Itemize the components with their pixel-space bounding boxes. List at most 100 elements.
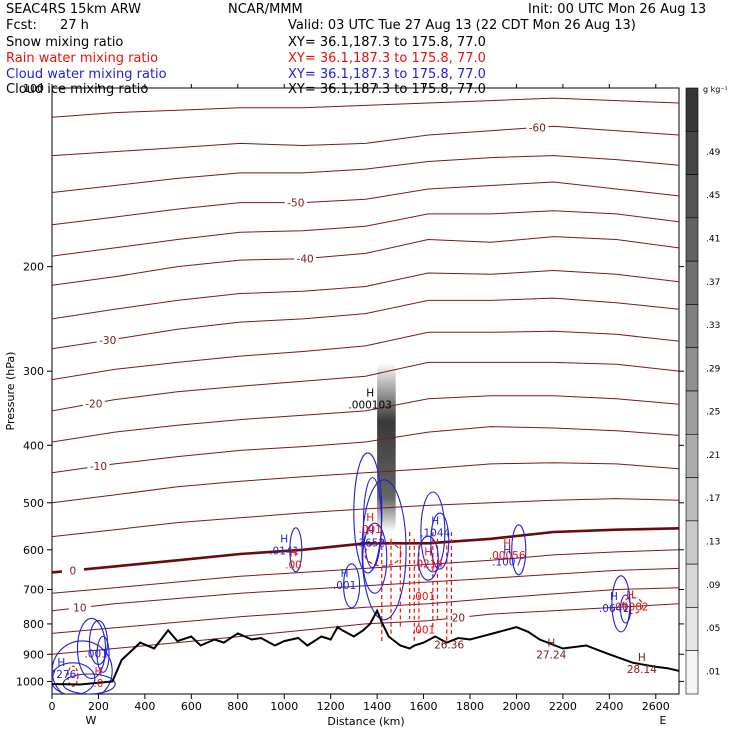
isotherm-label-bg — [447, 611, 470, 624]
colorbar-swatch — [685, 520, 699, 565]
extremum-value: 27.24 — [536, 650, 566, 662]
forecast-label: Fcst: — [6, 18, 37, 33]
extremum-value: .0 — [93, 678, 103, 690]
isotherm-line — [52, 330, 679, 381]
center-name: NCAR/MMM — [228, 2, 303, 17]
y-tick-label: 500 — [23, 497, 44, 510]
colorbar-label: .45 — [706, 191, 720, 201]
x-tick-label: 2400 — [595, 700, 623, 713]
extremum-marker: H — [366, 512, 374, 524]
x-tick-label: 0 — [49, 700, 56, 713]
colorbar-swatch — [685, 304, 699, 349]
isotherm-line — [52, 527, 679, 574]
cloud-water-contour — [420, 491, 446, 573]
cloud-water-contour — [52, 662, 96, 694]
y-tick-label: 200 — [23, 261, 44, 274]
isotherm-label: 20 — [452, 612, 465, 624]
cloud-water-contour — [430, 512, 450, 570]
x-tick-label: 200 — [88, 700, 109, 713]
isotherm-line — [52, 426, 679, 474]
colorbar-swatch — [685, 563, 699, 608]
y-tick-label: 1000 — [16, 675, 44, 688]
colorbar-swatch — [685, 650, 699, 695]
isotherm-label: -10 — [90, 461, 107, 473]
colorbar-swatch — [685, 87, 699, 132]
x-tick-label: 1000 — [270, 700, 298, 713]
isotherm-line — [52, 97, 679, 118]
colorbar-label: .25 — [706, 408, 720, 418]
extremum-marker: H — [366, 388, 374, 400]
y-tick-label: 600 — [23, 544, 44, 557]
isotherm-line — [52, 462, 679, 504]
isotherm-line — [52, 181, 679, 226]
rain-contour — [364, 541, 402, 567]
colorbar-label: .33 — [706, 321, 720, 331]
isotherm-line — [52, 297, 679, 350]
plot-area: -60-50-40-30-20-1001020H.000103H.0141H.0… — [52, 97, 679, 694]
colorbar-label: .13 — [706, 538, 720, 548]
extremum-value: .0214 — [413, 558, 443, 570]
snow-shading — [377, 362, 396, 532]
colorbar: .49 .45 .41 .37 .33 .29 .25 .21 .17 .13 .09 .05 .01 — [685, 87, 721, 695]
extremum-marker: H — [638, 652, 646, 664]
cloud-water-contour — [620, 594, 632, 624]
x-end-west: W — [86, 714, 97, 727]
terrain-profile — [52, 608, 679, 686]
init-time: Init: 00 UTC Mon 26 Aug 13 — [528, 2, 706, 17]
cloud-water-contour — [511, 524, 527, 576]
isotherm-line — [52, 125, 679, 157]
isotherm-line — [52, 361, 679, 412]
extremum-marker: H — [57, 657, 65, 669]
isotherm-label: 10 — [73, 603, 86, 615]
extremum-value: .0141 — [269, 545, 299, 557]
isotherm-label: -30 — [99, 335, 116, 347]
x-tick-label: 1200 — [317, 700, 345, 713]
colorbar-swatch — [685, 217, 699, 262]
x-tick-label: 1600 — [410, 700, 438, 713]
colorbar-label: .01 — [706, 667, 720, 677]
isotherm-label: -20 — [85, 398, 102, 410]
isotherm-line — [52, 155, 679, 193]
extremum-value: .00082 — [612, 601, 649, 613]
y-tick-label: 300 — [23, 365, 44, 378]
field-name-cloud-water: Cloud water mixing ratio — [6, 67, 167, 82]
cloud-water-contour — [362, 522, 388, 594]
forecast-hour: 27 h — [60, 18, 89, 33]
colorbar-label: .41 — [706, 235, 720, 245]
isotherm-label: -60 — [529, 122, 546, 134]
extremum-value: .001 — [412, 591, 435, 603]
colorbar-swatch — [685, 390, 699, 435]
x-tick-label: 2600 — [642, 700, 670, 713]
extremum-marker: H — [626, 589, 634, 601]
y-tick-label-top: 100 — [23, 82, 44, 95]
cloud-water-contour — [361, 479, 407, 621]
cloud-water-contour — [76, 617, 107, 680]
extremum-value: .1044 — [420, 527, 450, 539]
colorbar-swatch — [685, 260, 699, 305]
x-end-east: E — [660, 714, 667, 727]
field-name-cloud-ice: Cloud ice mixing ratio — [6, 82, 148, 97]
isotherm-line — [52, 210, 679, 257]
extremum-value: .1007 — [492, 556, 522, 568]
y-tick-label: 800 — [23, 618, 44, 631]
extremum-marker: H — [424, 546, 432, 558]
y-tick-label: 700 — [23, 584, 44, 597]
colorbar-swatch — [685, 477, 699, 522]
colorbar-label: .49 — [706, 148, 721, 158]
colorbar-swatch — [685, 607, 699, 652]
isotherm-label-bg — [294, 252, 317, 265]
cloud-water-contour — [96, 635, 110, 673]
colorbar-swatch — [685, 174, 699, 219]
colorbar-swatch — [685, 130, 699, 175]
y-axis-title: Pressure (hPa) — [4, 352, 17, 431]
plot-frame — [51, 87, 680, 695]
extremum-marker: H — [366, 525, 374, 537]
isotherm-line — [52, 269, 679, 320]
field-name-snow: Snow mixing ratio — [6, 35, 123, 50]
colorbar-label: .17 — [706, 494, 720, 504]
extremum-marker: H — [503, 538, 511, 550]
isotherm-line — [52, 395, 679, 443]
isotherm-label-bg — [61, 564, 84, 577]
cloud-water-contour — [289, 527, 303, 573]
